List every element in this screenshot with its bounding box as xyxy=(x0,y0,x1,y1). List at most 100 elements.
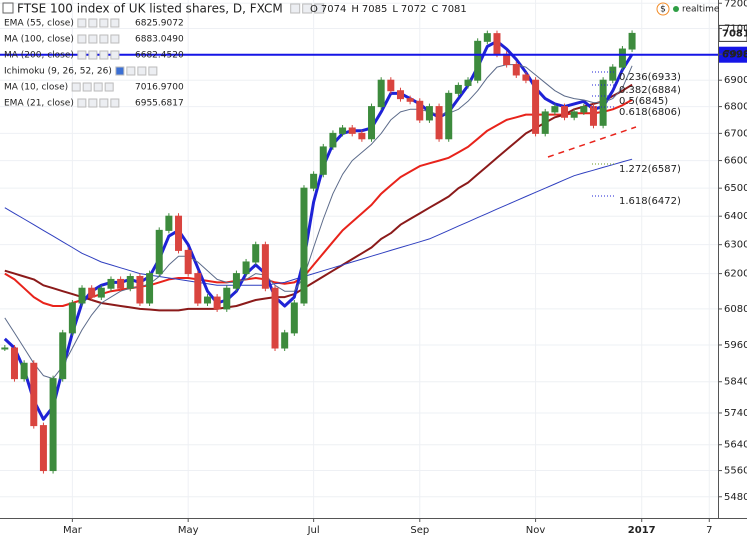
candle xyxy=(580,106,588,113)
x-tick-label: 2017 xyxy=(628,525,656,536)
currency-badge xyxy=(656,2,670,16)
symbol-icon xyxy=(2,2,14,14)
candle xyxy=(628,32,636,50)
fib-label: 0.618(6806) xyxy=(619,107,681,118)
legend-name: MA (200, close) xyxy=(4,51,74,61)
legend-name: MA (10, close) xyxy=(4,83,68,93)
candle xyxy=(213,296,221,310)
legend-icon xyxy=(110,98,120,108)
candle xyxy=(609,66,617,81)
y-tick-label: 6200 xyxy=(724,269,747,280)
candle xyxy=(165,215,173,231)
candle xyxy=(300,187,308,304)
candle xyxy=(271,287,279,349)
candle xyxy=(493,33,501,55)
y-tick-label: 7100 xyxy=(724,24,747,35)
axes: 5480 5560 5640 5740 5840 5960 6080 6200 6300 6400… xyxy=(63,0,747,536)
fib-label: 1.618(6472) xyxy=(619,196,681,207)
candle xyxy=(406,98,414,102)
legend: FTSE 100 index of UK listed shares, D, F… xyxy=(2,2,720,109)
ohlc-key: O xyxy=(310,4,318,15)
candle xyxy=(136,276,144,304)
legend-icon xyxy=(71,82,81,92)
candle xyxy=(368,106,376,140)
legend-name: Ichimoku (9, 26, 52, 26) xyxy=(4,67,112,77)
legend-name: EMA (55, close) xyxy=(4,19,74,29)
candle xyxy=(503,53,511,66)
y-tick-label: 6900 xyxy=(724,75,747,86)
candle xyxy=(1,347,9,350)
fib-label: 1.272(6587) xyxy=(619,164,681,175)
legend-icon xyxy=(137,66,147,76)
candle xyxy=(281,332,289,349)
candle xyxy=(310,173,318,189)
legend-icon xyxy=(110,18,120,28)
indicator-line xyxy=(4,83,633,312)
candle xyxy=(30,362,38,427)
y-tick-label: 7000 xyxy=(724,49,747,60)
x-tick-label: May xyxy=(178,525,199,536)
legend-value: 6682.4520 xyxy=(135,51,184,61)
ohlc-key: H xyxy=(351,4,359,15)
candle xyxy=(551,106,559,113)
candle xyxy=(599,79,607,126)
legend-icon xyxy=(99,50,109,60)
header-icon xyxy=(302,3,313,14)
candle xyxy=(117,278,125,289)
legend-icon xyxy=(99,18,109,28)
candle xyxy=(155,229,163,275)
candle xyxy=(146,273,154,304)
candle xyxy=(464,79,472,86)
candle xyxy=(20,362,28,380)
header-icon xyxy=(314,3,325,14)
fib-label: 0.236(6933) xyxy=(619,72,681,83)
ohlc-key: C xyxy=(431,4,438,15)
candle xyxy=(49,378,57,472)
indicator-line xyxy=(4,158,633,286)
ohlc-value: 7085 xyxy=(362,4,387,15)
candle xyxy=(512,64,520,76)
legend-icon xyxy=(99,34,109,44)
legend-icon xyxy=(88,98,98,108)
y-tick-label: 6400 xyxy=(724,211,747,222)
candle xyxy=(445,92,453,140)
y-tick-label: 6600 xyxy=(724,156,747,167)
candle xyxy=(396,90,404,100)
candles xyxy=(1,30,636,474)
x-tick-label: Jul xyxy=(307,525,320,536)
candle xyxy=(39,425,47,472)
fib-label: 0.382(6884) xyxy=(619,85,681,96)
legend-icon xyxy=(77,98,87,108)
y-tick-label: 6080 xyxy=(724,304,747,315)
candle xyxy=(474,40,482,81)
candle xyxy=(184,249,192,275)
candle xyxy=(194,273,202,304)
candle xyxy=(561,106,569,118)
y-tick-label: 5960 xyxy=(724,340,747,351)
legend-icon xyxy=(88,18,98,28)
legend-value: 6825.9072 xyxy=(135,19,184,29)
y-tick-label: 5480 xyxy=(724,492,747,503)
candle xyxy=(68,302,76,334)
candle xyxy=(261,244,269,289)
candle xyxy=(78,287,86,304)
candle xyxy=(203,296,211,304)
y-tick-label: 7200 xyxy=(724,0,747,9)
ohlc-key: L xyxy=(392,4,398,15)
candle xyxy=(88,287,96,298)
candle xyxy=(416,100,424,121)
candle xyxy=(126,276,134,289)
legend-icon xyxy=(110,34,120,44)
legend-name: MA (100, close) xyxy=(4,35,74,45)
candle xyxy=(252,244,260,263)
status-dot xyxy=(673,6,679,12)
status-label: realtime xyxy=(682,5,720,15)
legend-icon xyxy=(104,82,114,92)
last-price-label: 7081 xyxy=(722,28,747,39)
candle xyxy=(319,146,327,175)
legend-icon xyxy=(88,34,98,44)
candle xyxy=(435,106,443,140)
trend-line xyxy=(547,126,637,158)
candle xyxy=(242,261,250,275)
